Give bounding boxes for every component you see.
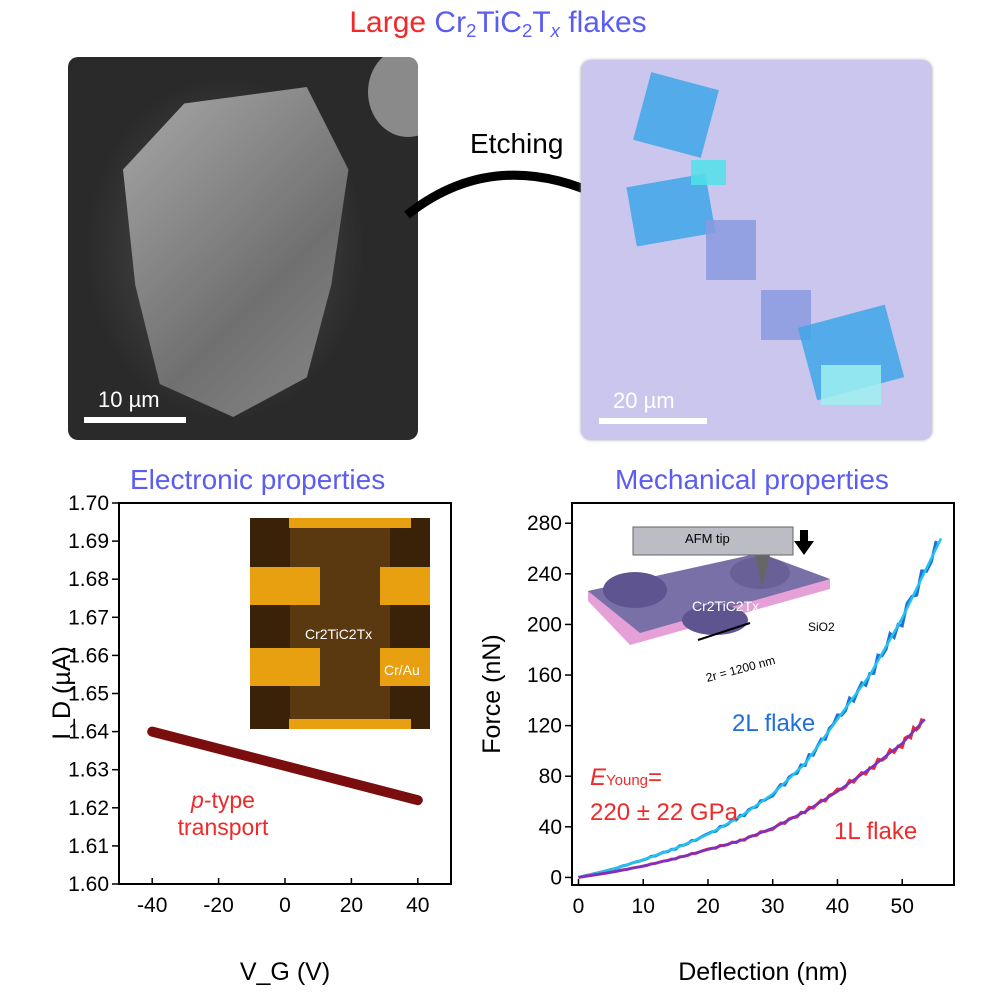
y-tick-label: 1.68 xyxy=(68,568,109,591)
y-tick-label: 1.66 xyxy=(68,644,109,667)
contact-pad xyxy=(289,518,411,528)
y-tick-label: 80 xyxy=(539,765,562,788)
flake-region xyxy=(290,518,390,729)
dimension-arrow-icon xyxy=(697,622,751,641)
y-tick-label: 200 xyxy=(527,613,562,636)
y-tick-label: 1.62 xyxy=(68,797,109,820)
x-tick-label: 30 xyxy=(761,895,784,918)
flake xyxy=(706,220,756,280)
x-tick-label: -40 xyxy=(137,894,167,917)
contact-pad xyxy=(380,567,430,605)
x-tick-label: 40 xyxy=(826,895,849,918)
mechanical-heading: Mechanical properties xyxy=(615,464,889,495)
hole xyxy=(682,605,748,635)
fit-1L-flake xyxy=(578,718,926,879)
down-arrow-icon xyxy=(794,530,814,555)
device-inset: Cr2TiC2Tx Cr/Au xyxy=(250,518,430,729)
x-tick-label: 10 xyxy=(632,895,655,918)
membrane-label: Cr2TiC2Tx xyxy=(692,598,760,614)
afm-tip-label: AFM tip xyxy=(685,531,730,546)
label-1l-flake: 1L flake xyxy=(834,818,918,845)
y-tick-label: 0 xyxy=(550,866,562,889)
y-tick-label: 1.63 xyxy=(68,759,109,782)
y-tick-label: 1.67 xyxy=(68,606,109,629)
x-axis-label: V_G (V) xyxy=(240,958,330,986)
x-tick-label: -20 xyxy=(203,894,233,917)
y-tick-label: 280 xyxy=(527,512,562,535)
afm-schematic xyxy=(588,526,830,645)
contact-pad xyxy=(289,719,411,729)
y-tick-label: 1.65 xyxy=(68,683,109,706)
y-axis-label: Force (nN) xyxy=(478,634,506,753)
id-vg-line xyxy=(147,726,423,806)
x-tick-label: 0 xyxy=(279,894,291,917)
contact-pad xyxy=(250,567,320,605)
title-formula: Cr2TiC2Tx flakes xyxy=(434,6,647,42)
flake xyxy=(821,365,881,405)
substrate-label: SiO2 xyxy=(808,620,835,634)
scale-label: 10 µm xyxy=(98,387,160,412)
afm-cantilever xyxy=(632,526,794,556)
electronic-heading: Electronic properties xyxy=(130,464,386,495)
sem-image: 10 µm xyxy=(68,57,418,440)
x-tick-label: 50 xyxy=(891,895,914,918)
label-2l-flake: 2L flake xyxy=(732,710,816,737)
title-large: Large xyxy=(349,6,427,39)
y-tick-label: 1.64 xyxy=(68,721,109,744)
x-tick-label: 20 xyxy=(696,895,719,918)
inset-contact-label: Cr/Au xyxy=(384,662,420,678)
hole xyxy=(603,572,667,608)
inset-flake-label: Cr2TiC2Tx xyxy=(305,626,373,642)
y-tick-label: 160 xyxy=(527,664,562,687)
x-tick-label: 0 xyxy=(573,895,585,918)
y-tick-label: 1.61 xyxy=(68,835,109,858)
y-tick-label: 120 xyxy=(527,715,562,738)
y-tick-label: 240 xyxy=(527,563,562,586)
ptype-annotation: p-type transport xyxy=(177,787,269,840)
y-tick-label: 40 xyxy=(539,816,562,839)
x-tick-label: 20 xyxy=(340,894,363,917)
scale-bar xyxy=(599,418,707,424)
y-tick-label: 1.70 xyxy=(68,492,109,515)
y-tick-label: 1.60 xyxy=(68,873,109,896)
scale-label: 20 µm xyxy=(613,388,675,413)
contact-pad xyxy=(380,648,430,686)
afm-tip-icon xyxy=(755,555,770,587)
figure-title: Large Cr2TiC2Tx flakes xyxy=(0,6,996,42)
y-tick-label: 1.69 xyxy=(68,530,109,553)
x-tick-label: 40 xyxy=(406,894,429,917)
youngs-modulus-annotation: EYoung= 220 ± 22 GPa xyxy=(590,764,738,826)
fit-2L-flake xyxy=(578,537,943,879)
optical-image: 20 µm xyxy=(581,60,932,440)
etching-label: Etching xyxy=(470,128,564,159)
scale-bar xyxy=(84,417,186,423)
contact-pad xyxy=(250,648,320,686)
y-axis-label: I_D (µA) xyxy=(48,646,76,740)
x-axis-label: Deflection (nm) xyxy=(678,958,848,986)
plot-frame xyxy=(571,502,955,886)
flake xyxy=(691,160,726,185)
